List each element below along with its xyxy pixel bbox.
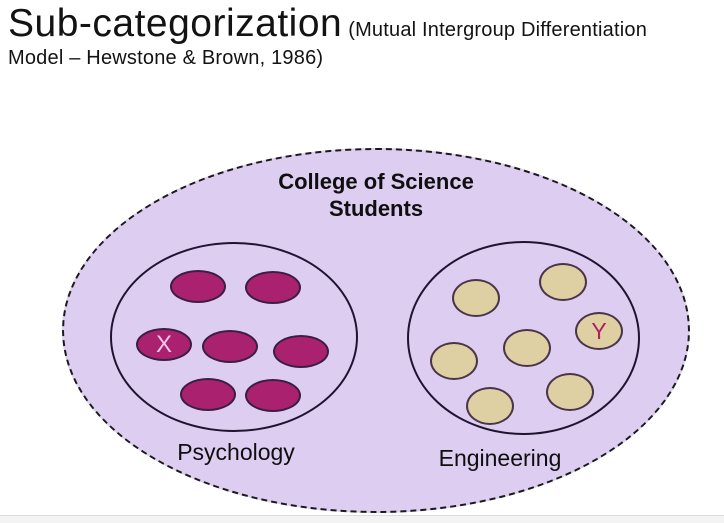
engineering-member-oval <box>539 263 587 301</box>
page-title: Sub-categorization <box>8 2 343 45</box>
superordinate-group-label-line1: College of Science <box>278 169 474 194</box>
member-x-label: X <box>155 330 172 358</box>
psychology-member-oval <box>180 378 236 411</box>
title-block: Sub-categorization (Mutual Intergroup Dif… <box>8 2 720 70</box>
psychology-subgroup-circle: X <box>110 242 358 432</box>
bottom-edge-strip <box>0 515 724 523</box>
engineering-label: Engineering <box>438 445 562 471</box>
engineering-member-oval <box>503 329 551 367</box>
superordinate-group-label-line2: Students <box>328 196 424 221</box>
psychology-member-oval <box>202 330 258 363</box>
engineering-member-oval <box>452 279 500 317</box>
title-subtitle-part2: Model – Hewstone & Brown, 1986) <box>8 47 324 69</box>
superordinate-group-label: College of Science Students <box>176 168 576 222</box>
engineering-member-oval <box>430 342 478 380</box>
psychology-member-oval <box>245 379 301 412</box>
psychology-label: Psychology <box>177 439 295 465</box>
psychology-member-oval <box>170 270 226 303</box>
title-subtitle-part1: (Mutual Intergroup Differentiation <box>348 19 648 41</box>
psychology-member-oval <box>273 335 329 368</box>
member-x-oval: X <box>136 328 192 361</box>
engineering-subgroup-circle: Y <box>407 241 640 435</box>
engineering-member-oval <box>466 387 514 425</box>
title-line-1: Sub-categorization (Mutual Intergroup Dif… <box>8 2 720 46</box>
engineering-member-oval <box>546 373 594 411</box>
member-y-label: Y <box>591 317 607 344</box>
member-y-oval: Y <box>575 312 623 350</box>
psychology-member-oval <box>245 271 301 304</box>
